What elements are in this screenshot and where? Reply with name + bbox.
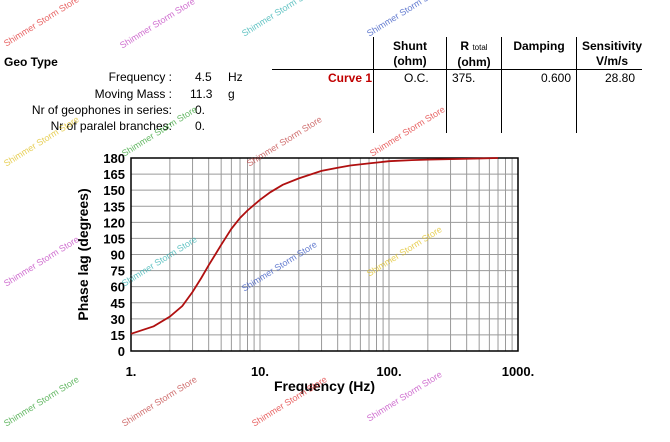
rtotal-header: R total (ohm)	[447, 39, 501, 70]
plot-frame	[130, 157, 519, 352]
rtotal-header-label: R total	[447, 39, 501, 55]
param-value-moving-mass: 11.3	[190, 87, 213, 101]
shunt-header: Shunt (ohm)	[374, 39, 446, 69]
rtotal-header-unit: (ohm)	[457, 55, 491, 69]
param-label-frequency: Frequency :	[108, 70, 172, 84]
table-divider-2	[446, 37, 447, 133]
y-tick-label: 105	[103, 231, 125, 246]
y-tick-label: 15	[111, 328, 125, 343]
y-tick-label: 180	[103, 151, 125, 166]
x-axis-title: Frequency (Hz)	[274, 378, 375, 394]
shunt-header-label: Shunt	[393, 39, 427, 53]
y-tick-label: 45	[111, 296, 125, 311]
shunt-header-unit: (ohm)	[393, 54, 427, 68]
rtotal-header-r: R	[460, 39, 470, 53]
y-tick-label: 165	[103, 167, 125, 182]
rtotal-header-sub: total	[472, 43, 488, 52]
x-tick-label: 1000.	[502, 364, 535, 379]
y-tick-label: 30	[111, 312, 125, 327]
y-tick-label: 150	[103, 183, 125, 198]
curve-1-damping: 0.600	[541, 71, 572, 85]
y-tick-label: 120	[103, 215, 125, 230]
y-axis-title: Phase lag (degrees)	[75, 188, 91, 320]
x-tick-label: 10.	[251, 364, 269, 379]
param-value-series: 0.	[195, 103, 206, 117]
param-unit-moving-mass: g	[228, 87, 235, 101]
geo-type-title: Geo Type	[4, 55, 58, 69]
series-line-curve-1	[130, 157, 499, 335]
curve-1-label: Curve 1	[328, 71, 373, 85]
y-tick-label: 0	[118, 344, 125, 359]
y-tick-label: 75	[111, 264, 125, 279]
param-unit-frequency: Hz	[228, 70, 243, 84]
curve-1-sensitivity: 28.80	[605, 71, 636, 85]
y-tick-label: 135	[103, 199, 125, 214]
table-divider-3	[501, 37, 502, 133]
sensitivity-header: Sensitivity V/m/s	[577, 39, 647, 69]
table-divider-1	[373, 37, 374, 133]
x-tick-label: 1.	[126, 364, 137, 379]
table-header-rule	[272, 69, 642, 70]
curve-1-rtotal: 375.	[452, 71, 476, 85]
y-tick-label: 60	[111, 280, 125, 295]
param-label-moving-mass: Moving Mass :	[94, 87, 172, 101]
x-tick-label: 100.	[376, 364, 401, 379]
param-value-branches: 0.	[195, 119, 206, 133]
sensitivity-header-label: Sensitivity	[581, 39, 643, 53]
param-label-series: Nr of geophones in series:	[31, 103, 172, 117]
table-divider-4	[576, 37, 577, 133]
damping-header: Damping	[502, 39, 576, 54]
y-tick-label: 90	[111, 248, 125, 263]
curve-1-shunt: O.C.	[404, 71, 429, 85]
param-label-branches: Nr of paralel branches:	[50, 119, 172, 133]
damping-header-label: Damping	[513, 39, 565, 53]
param-value-frequency: 4.5	[195, 70, 212, 84]
sensitivity-header-unit: V/m/s	[595, 54, 628, 68]
